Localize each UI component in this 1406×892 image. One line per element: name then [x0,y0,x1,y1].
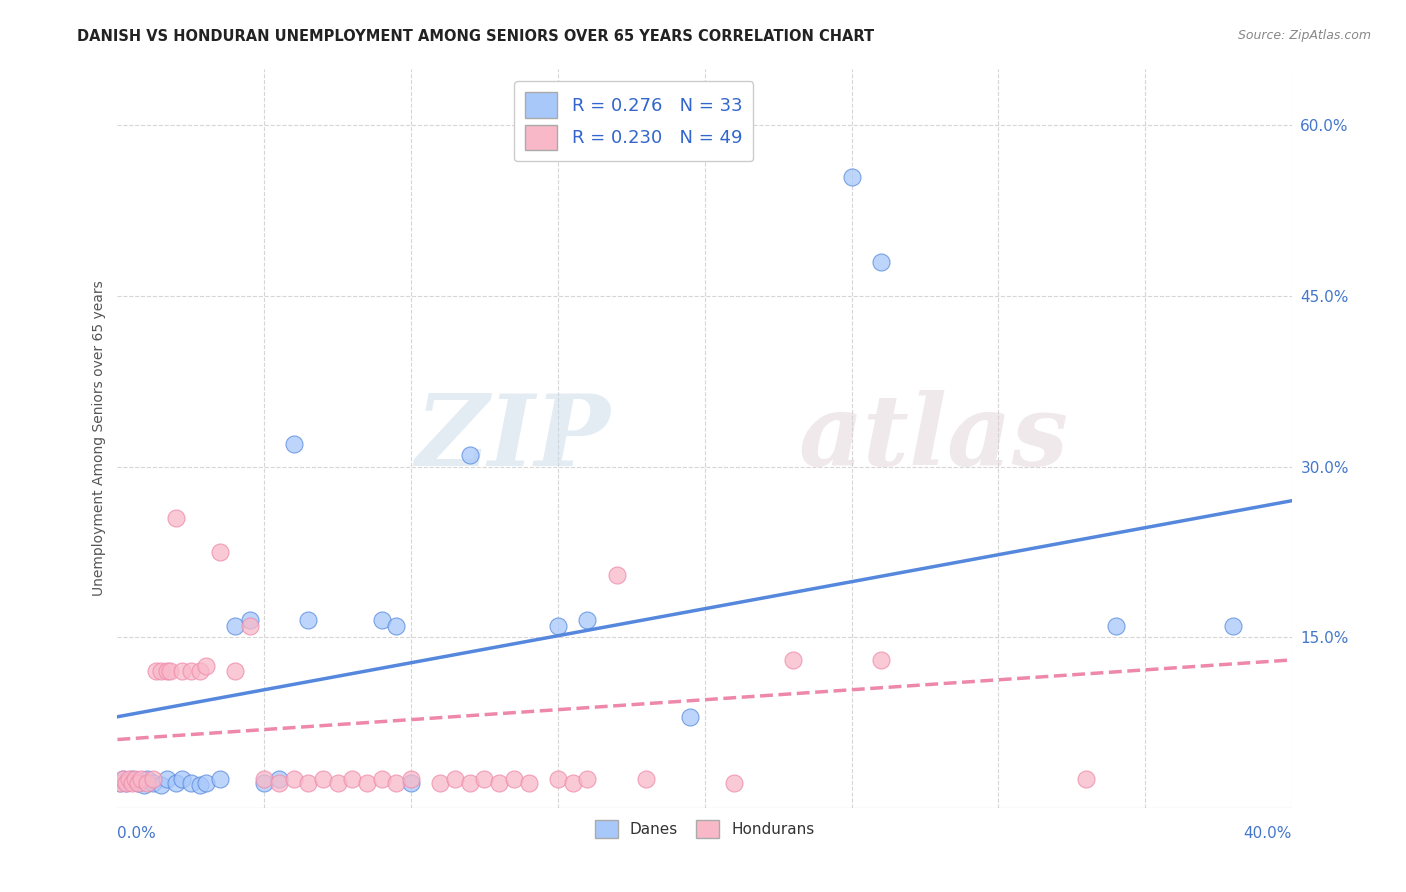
Text: atlas: atlas [799,390,1069,486]
Point [180,665,202,679]
Point [326,775,349,789]
Point [385,775,408,789]
Point [150,665,173,679]
Point [170,772,193,787]
Point [224,665,246,679]
Point [576,772,599,787]
Point [253,775,276,789]
Point [165,510,187,524]
Point [444,772,467,787]
Point [188,665,211,679]
Point [370,613,392,627]
Point [239,613,262,627]
Point [124,772,146,787]
Point [127,775,149,789]
Point [121,775,143,789]
Point [385,619,408,633]
Point [870,255,893,269]
Point [370,772,392,787]
Point [180,775,202,789]
Point [129,772,152,787]
Text: 0.0%: 0.0% [118,826,156,841]
Point [679,710,702,724]
Point [841,169,863,184]
Point [312,772,335,787]
Point [253,772,276,787]
Point [110,775,132,789]
Point [342,772,364,787]
Point [606,567,628,582]
Legend: Danes, Hondurans: Danes, Hondurans [589,814,821,845]
Point [458,775,481,789]
Point [121,772,143,787]
Point [115,775,138,789]
Point [283,437,305,451]
Point [1222,619,1244,633]
Point [429,775,451,789]
Point [194,775,217,789]
Point [209,545,232,559]
Point [502,772,524,787]
Point [142,775,165,789]
Point [870,653,893,667]
Point [170,665,193,679]
Point [488,775,510,789]
Point [194,658,217,673]
Point [283,772,305,787]
Text: Source: ZipAtlas.com: Source: ZipAtlas.com [1237,29,1371,42]
Point [399,775,422,789]
Point [112,772,135,787]
Point [127,775,149,789]
Point [135,772,157,787]
Point [118,772,141,787]
Point [1076,772,1098,787]
Point [561,775,583,789]
Point [634,772,657,787]
Text: ZIP: ZIP [416,390,610,486]
Y-axis label: Unemployment Among Seniors over 65 years: Unemployment Among Seniors over 65 years [93,280,107,596]
Point [165,775,187,789]
Point [547,619,569,633]
Point [297,775,319,789]
Point [135,775,157,789]
Point [150,778,173,792]
Point [576,613,599,627]
Point [209,772,232,787]
Point [474,772,496,787]
Point [132,778,155,792]
Point [547,772,569,787]
Point [115,775,138,789]
Point [239,619,262,633]
Point [188,778,211,792]
Point [723,775,745,789]
Point [356,775,378,789]
Point [782,653,804,667]
Point [145,665,167,679]
Point [399,772,422,787]
Text: DANISH VS HONDURAN UNEMPLOYMENT AMONG SENIORS OVER 65 YEARS CORRELATION CHART: DANISH VS HONDURAN UNEMPLOYMENT AMONG SE… [77,29,875,44]
Point [112,772,135,787]
Point [458,448,481,462]
Point [156,665,179,679]
Text: 40.0%: 40.0% [1244,826,1292,841]
Point [267,772,290,787]
Point [267,775,290,789]
Point [224,619,246,633]
Point [1105,619,1128,633]
Point [156,772,179,787]
Point [142,772,165,787]
Point [297,613,319,627]
Point [159,665,181,679]
Point [517,775,540,789]
Point [110,775,132,789]
